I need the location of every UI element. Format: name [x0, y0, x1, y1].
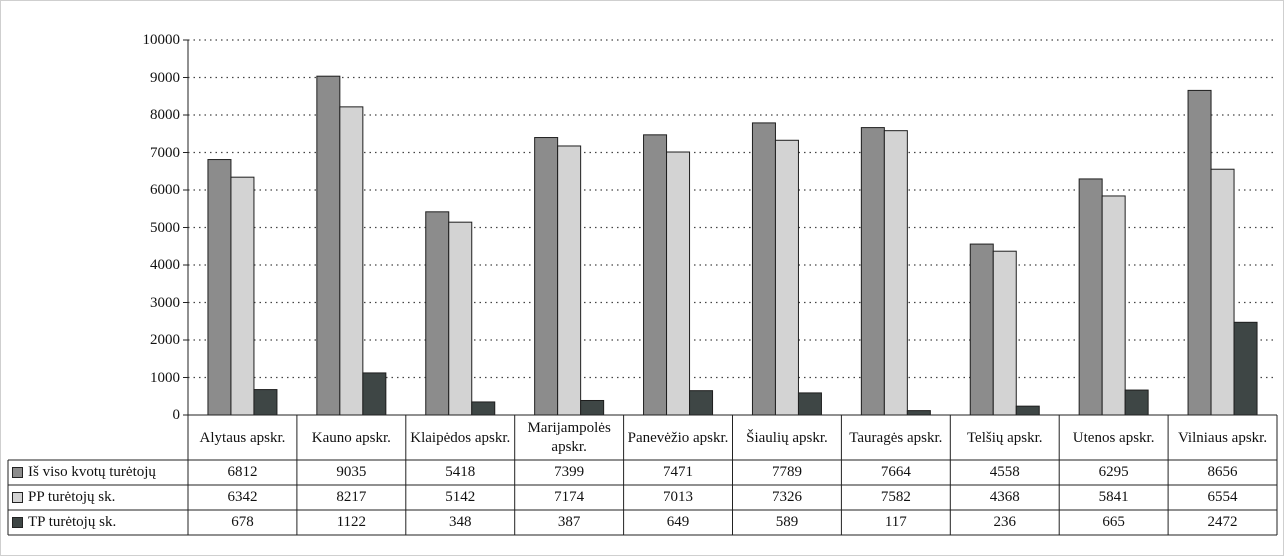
bar	[534, 137, 559, 416]
table-cell-value: 5418	[445, 464, 476, 480]
series-name: PP turėtojų sk.	[28, 489, 116, 505]
table-cell-value: 117	[884, 514, 907, 530]
table-cell-value: 9035	[336, 464, 367, 480]
bar	[316, 75, 341, 416]
table-cell-value: 348	[448, 514, 472, 530]
category-label: Alytaus apskr.	[199, 429, 286, 446]
table-cell-value: 5142	[445, 489, 476, 505]
table-cell-value: 665	[1102, 514, 1125, 530]
bar	[751, 122, 776, 416]
table-cell-value: 7789	[771, 464, 802, 480]
bar	[689, 390, 714, 416]
table-cell-value: 7326	[771, 489, 802, 505]
y-tick-label: 5000	[150, 219, 180, 236]
bar	[774, 139, 799, 416]
series-row-label: TP turėtojų sk.	[12, 510, 116, 535]
table-cell-value: 649	[666, 514, 690, 530]
table-cell-value: 7664	[880, 464, 911, 480]
table-cell-value: 1122	[336, 514, 367, 530]
table-cell-value: 2472	[1207, 514, 1238, 530]
table-cell-value: 6554	[1207, 489, 1238, 505]
bar	[580, 399, 605, 416]
table-cell-value: 6295	[1098, 464, 1129, 480]
y-tick-label: 8000	[150, 107, 180, 123]
table-cell-value: 8656	[1207, 464, 1238, 480]
bar	[860, 127, 885, 416]
table-cell-value: 387	[557, 514, 581, 530]
table-cell-value: 4558	[989, 464, 1020, 480]
legend-swatch	[12, 492, 23, 503]
bar	[230, 176, 255, 416]
bar	[969, 243, 994, 416]
legend-swatch	[12, 517, 23, 528]
bar	[557, 145, 582, 416]
category-label: Marijampolės apskr.	[527, 420, 611, 455]
bar	[1015, 405, 1040, 416]
y-tick-label: 4000	[150, 257, 180, 273]
bar	[253, 389, 278, 416]
category-label: Panevėžio apskr.	[627, 429, 729, 446]
category-label: Tauragės apskr.	[849, 429, 943, 446]
table-cell-value: 7013	[663, 489, 694, 505]
bar	[1233, 321, 1258, 416]
category-label: Telšių apskr.	[966, 429, 1043, 446]
bar	[992, 250, 1017, 416]
bar	[448, 221, 473, 416]
table-cell-value: 678	[231, 514, 254, 530]
category-label: Kauno apskr.	[311, 429, 391, 446]
legend-swatch	[12, 467, 23, 478]
bar	[797, 392, 822, 416]
bar	[643, 134, 668, 416]
bar	[1078, 178, 1103, 416]
series-row-label: Iš viso kvotų turėtojų	[12, 460, 156, 485]
table-cell-value: 8217	[336, 489, 367, 505]
bar	[906, 410, 931, 416]
table-cell-value: 7399	[554, 464, 585, 480]
bar	[207, 159, 232, 416]
y-tick-label: 1000	[150, 369, 180, 386]
category-label: Šiaulių apskr.	[746, 429, 828, 446]
bar	[1187, 89, 1212, 416]
y-tick-label: 9000	[150, 69, 180, 86]
y-tick-label: 2000	[150, 332, 180, 348]
table-cell-value: 5841	[1098, 489, 1129, 505]
series-name: TP turėtojų sk.	[28, 514, 117, 530]
bar	[1124, 389, 1149, 416]
bar	[339, 106, 364, 416]
table-cell-value: 7582	[880, 489, 911, 505]
y-tick-label: 10000	[142, 32, 181, 48]
y-tick-label: 7000	[150, 144, 180, 161]
series-name: Iš viso kvotų turėtojų	[28, 464, 156, 480]
y-tick-label: 3000	[150, 294, 180, 311]
series-row-label: PP turėtojų sk.	[12, 485, 115, 510]
bar	[362, 372, 387, 416]
bar	[883, 130, 908, 416]
table-cell-value: 6812	[227, 464, 258, 480]
table-cell-value: 7471	[663, 464, 694, 480]
bar	[425, 211, 450, 416]
bar	[471, 401, 496, 416]
bar	[1101, 195, 1126, 416]
table-cell-value: 4368	[989, 489, 1020, 505]
y-tick-label: 0	[172, 407, 181, 423]
table-cell-value: 589	[775, 514, 799, 530]
bar	[666, 151, 691, 416]
category-label: Klaipėdos apskr.	[410, 429, 511, 446]
table-cell-value: 6342	[227, 489, 258, 505]
category-label: Utenos apskr.	[1072, 429, 1155, 446]
table-cell-value: 236	[993, 514, 1016, 530]
category-label: Vilniaus apskr.	[1177, 429, 1268, 446]
bar	[1210, 168, 1235, 416]
table-cell-value: 7174	[554, 489, 585, 505]
y-tick-label: 6000	[150, 182, 180, 198]
